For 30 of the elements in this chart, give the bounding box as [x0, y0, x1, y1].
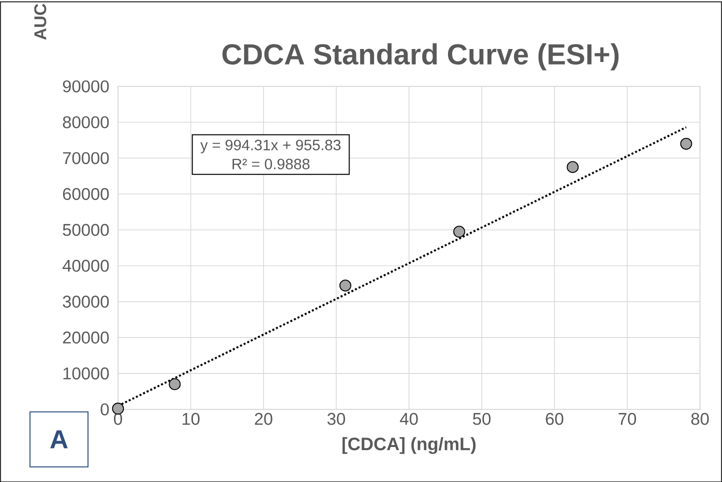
y-tick-label: 10000	[63, 367, 109, 380]
text: A	[50, 430, 68, 448]
point	[168, 378, 181, 390]
x-tick-label: 30	[327, 412, 346, 425]
y-tick-label: 0	[100, 403, 109, 416]
annotation: R² = 0.9888	[232, 158, 310, 170]
x-tick-label: 60	[546, 412, 564, 425]
annotation: y = 994.31x + 955.83	[200, 140, 341, 154]
x-tick-label: 10	[182, 412, 200, 425]
x-axis-title: [CDCA] (ng/mL)	[342, 436, 476, 454]
y-tick-label: 90000	[62, 80, 109, 92]
point	[112, 402, 124, 414]
y-tick-label: 40000	[62, 260, 109, 272]
x-tick-label: 70	[618, 412, 636, 425]
point	[566, 160, 579, 173]
y-tick-label: 70000	[63, 152, 109, 164]
y-tick-label: 20000	[63, 331, 109, 344]
point	[453, 226, 466, 238]
y-axis-title: AUC	[34, 4, 46, 40]
chart-title: CDCA Standard Curve (ESI+)	[222, 43, 619, 70]
x-tick-label: 50	[472, 412, 491, 425]
y-tick-label: 60000	[63, 188, 109, 200]
x-tick-label: 20	[254, 412, 272, 425]
point	[339, 279, 352, 292]
y-tick-label: 80000	[62, 116, 109, 128]
point	[680, 138, 692, 150]
x-tick-label: 80	[691, 412, 709, 425]
y-tick-label: 30000	[62, 295, 109, 308]
y-tick-label: 50000	[62, 224, 109, 236]
x-tick-label: 40	[400, 412, 418, 425]
